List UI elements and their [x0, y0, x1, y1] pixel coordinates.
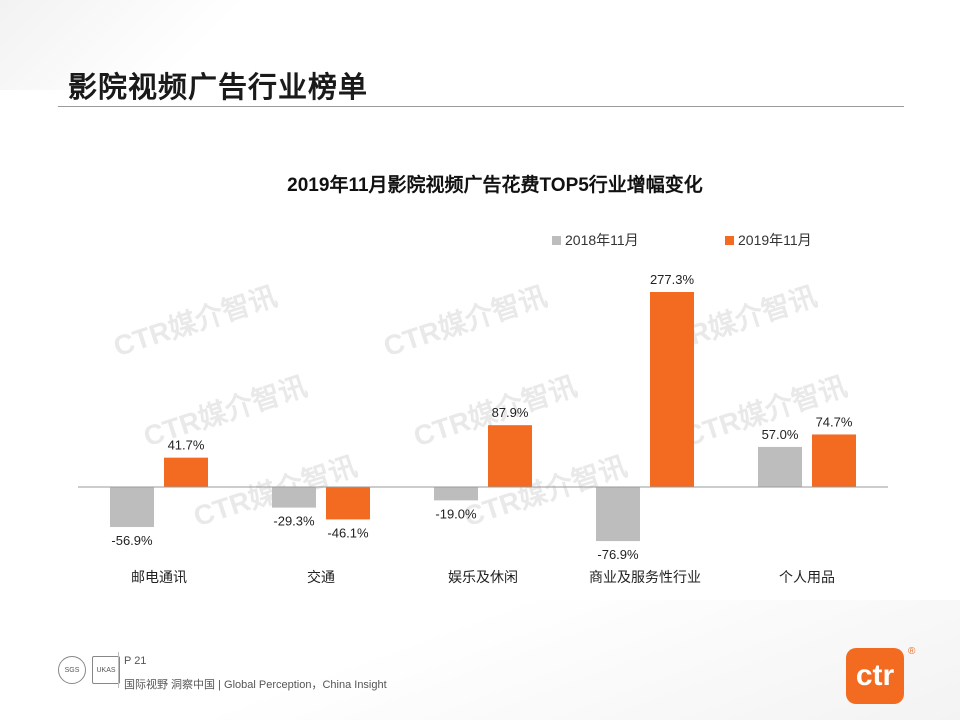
legend-swatch-2019 — [725, 235, 734, 245]
footer-tagline: 国际视野 洞察中国 | Global Perception，China Insi… — [124, 679, 387, 691]
title-divider — [58, 106, 904, 107]
bar-2018-4 — [758, 446, 802, 487]
bar-2019-2 — [488, 425, 532, 487]
category-label: 个人用品 — [779, 569, 835, 585]
data-label: 74.7% — [816, 414, 853, 429]
bar-2019-1 — [326, 487, 370, 520]
footer-divider — [118, 652, 119, 688]
sgs-cert-icon: SGS — [58, 656, 86, 684]
ukas-cert-icon: UKAS — [92, 656, 120, 684]
bar-2018-0 — [110, 487, 154, 528]
data-label: -76.9% — [597, 547, 639, 562]
legend-label-2018: 2018年11月 — [565, 232, 639, 248]
category-label: 邮电通讯 — [131, 569, 187, 585]
data-label: -56.9% — [111, 533, 153, 548]
slide-title: 影院视频广告行业榜单 — [68, 72, 369, 104]
bar-2018-1 — [272, 487, 316, 508]
ctr-logo: ctr — [846, 648, 904, 704]
page-number: P 21 — [124, 655, 147, 667]
bar-2019-4 — [812, 434, 856, 487]
background-shape-top-left — [0, 0, 260, 90]
data-label: 87.9% — [492, 405, 529, 420]
chart-title: 2019年11月影院视频广告花费TOP5行业增幅变化 — [287, 175, 703, 196]
data-label: -29.3% — [273, 514, 315, 529]
category-label: 交通 — [307, 569, 335, 585]
data-label: -19.0% — [435, 506, 477, 521]
data-label: 57.0% — [762, 427, 799, 442]
data-label: 41.7% — [168, 438, 205, 453]
legend-item-2018: 2018年11月 — [552, 230, 639, 250]
data-label: 277.3% — [650, 272, 695, 287]
registered-mark: ® — [908, 646, 916, 657]
bar-2018-3 — [596, 487, 640, 542]
legend-item-2019: 2019年11月 — [725, 230, 812, 250]
bar-2019-0 — [164, 457, 208, 487]
category-label: 娱乐及休闲 — [448, 569, 518, 585]
background-shape-bottom — [0, 600, 960, 720]
bar-2018-2 — [434, 487, 478, 501]
legend-label-2019: 2019年11月 — [738, 232, 812, 248]
certification-logos: SGS UKAS — [58, 656, 120, 684]
legend-swatch-2018 — [552, 235, 561, 245]
data-label: -46.1% — [327, 525, 369, 540]
bar-2019-3 — [650, 292, 694, 487]
category-label: 商业及服务性行业 — [589, 569, 701, 585]
